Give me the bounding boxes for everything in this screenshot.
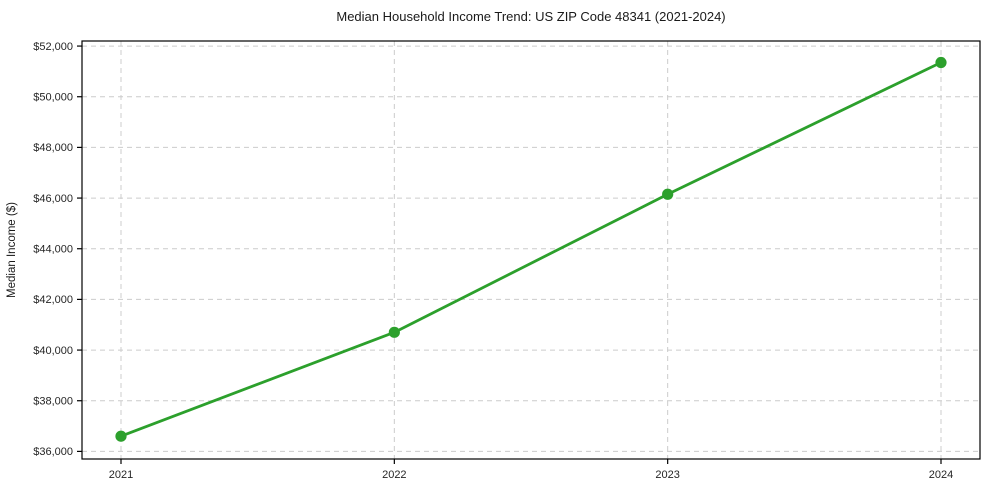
x-tick-label: 2023 xyxy=(655,469,679,481)
x-tick-label: 2022 xyxy=(382,469,406,481)
x-tick-label: 2024 xyxy=(929,469,953,481)
data-point-marker xyxy=(388,326,400,338)
y-tick-label: $36,000 xyxy=(33,446,73,458)
gridlines xyxy=(82,41,980,459)
data-point-marker xyxy=(662,188,674,200)
income-trend-line xyxy=(119,61,943,438)
data-point-marker xyxy=(935,56,947,69)
x-tick-label: 2021 xyxy=(109,469,133,481)
plot-border xyxy=(81,40,981,460)
y-tick-label: $40,000 xyxy=(33,345,73,357)
y-tick-label: $38,000 xyxy=(33,396,73,408)
income-line-series xyxy=(115,56,947,442)
data-point-marker xyxy=(115,430,127,442)
y-tick-label: $42,000 xyxy=(33,294,73,306)
y-axis-label: Median Income ($) xyxy=(6,202,18,298)
y-tick-label: $44,000 xyxy=(33,244,73,256)
y-tick-label: $52,000 xyxy=(33,41,73,53)
axes-spine xyxy=(81,40,981,460)
axis-tick-labels: $36,000 $38,000 $40,000 $42,000 $44,000 $46,0… xyxy=(33,41,953,481)
axis-ticks xyxy=(77,45,942,464)
y-tick-label: $46,000 xyxy=(33,193,73,205)
y-tick-label: $50,000 xyxy=(33,92,73,104)
chart-title: Median Household Income Trend: US ZIP Co… xyxy=(336,9,725,24)
y-tick-label: $48,000 xyxy=(33,142,73,154)
